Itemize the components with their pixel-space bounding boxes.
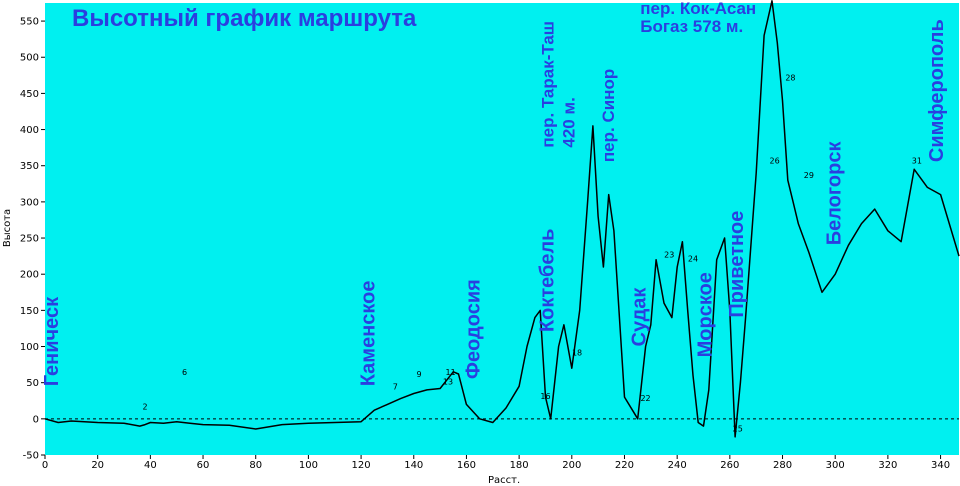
place-label: Белогорск — [824, 141, 846, 246]
place-annotations: Геническ Каменское Феодосия Коктебель пер. Т… — [41, 0, 948, 386]
place-label: пер. Синор — [599, 69, 618, 162]
y-tick-label: 50 — [26, 378, 39, 389]
y-tick-label: 500 — [20, 53, 39, 64]
x-tick-label: 20 — [91, 460, 104, 471]
x-tick-label: 140 — [404, 460, 423, 471]
place-label: Феодосия — [463, 279, 485, 379]
place-label: пер. Кок-Асан — [640, 0, 756, 18]
place-label: Приветное — [726, 211, 748, 318]
waypoint-label: 13 — [443, 377, 453, 386]
waypoint-label: 7 — [393, 382, 398, 391]
waypoint-label: 26 — [770, 157, 780, 166]
waypoint-label: 6 — [182, 368, 187, 377]
y-tick-label: 300 — [20, 197, 39, 208]
place-label: Морское — [694, 272, 716, 357]
waypoint-label: 23 — [664, 251, 674, 260]
x-tick-label: 280 — [773, 460, 792, 471]
x-tick-label: 300 — [826, 460, 845, 471]
y-tick-label: 400 — [20, 125, 39, 136]
x-tick-label: 180 — [510, 460, 529, 471]
y-axis-ticks: -50 0 50 100 150 200 250 300 350 400 450 500 550 — [20, 17, 45, 462]
waypoint-label: 2 — [143, 403, 148, 412]
waypoint-label: 22 — [640, 394, 650, 403]
plot-background — [45, 3, 959, 455]
waypoint-label: 31 — [912, 157, 922, 166]
x-tick-label: 100 — [299, 460, 318, 471]
place-label: Симферополь — [926, 19, 948, 162]
waypoint-label: 16 — [540, 392, 550, 401]
y-tick-label: 150 — [20, 306, 39, 317]
x-tick-label: 120 — [352, 460, 371, 471]
x-tick-label: 320 — [878, 460, 897, 471]
elevation-series-line — [44, 0, 960, 438]
waypoint-label: 28 — [785, 74, 795, 83]
y-tick-label: 0 — [33, 414, 39, 425]
place-label: 420 м. — [559, 97, 578, 147]
x-tick-label: 160 — [457, 460, 476, 471]
place-label: Богаз 578 м. — [640, 17, 743, 36]
y-tick-label: 250 — [20, 234, 39, 245]
x-tick-label: 220 — [615, 460, 634, 471]
place-label: Коктебель — [536, 229, 558, 333]
x-axis-ticks: 0 20 40 60 80 100 120 140 160 180 200 220 240 260 280 3… — [42, 455, 950, 471]
x-tick-label: 40 — [144, 460, 157, 471]
place-label: пер. Тарак-Таш — [538, 21, 557, 148]
place-label: Каменское — [357, 281, 379, 387]
x-axis-title: Расст. — [488, 475, 520, 486]
x-tick-label: 60 — [197, 460, 210, 471]
y-tick-label: 350 — [20, 161, 39, 172]
x-tick-label: 340 — [931, 460, 950, 471]
waypoint-label: 11 — [446, 368, 456, 377]
waypoint-label: 18 — [572, 348, 582, 357]
x-tick-label: 0 — [42, 460, 48, 471]
chart-title: Высотный график маршрута — [72, 5, 417, 32]
y-axis-title: Высота — [2, 209, 13, 247]
y-tick-label: 100 — [20, 342, 39, 353]
x-tick-label: 260 — [720, 460, 739, 471]
y-tick-label: 450 — [20, 89, 39, 100]
waypoint-label: 9 — [416, 370, 421, 379]
x-tick-label: 200 — [562, 460, 581, 471]
waypoint-label: 29 — [804, 171, 814, 180]
y-tick-label: -50 — [23, 451, 39, 462]
place-label: Геническ — [41, 296, 63, 386]
y-tick-label: 550 — [20, 17, 39, 28]
place-label: Судак — [629, 287, 651, 347]
y-tick-label: 200 — [20, 270, 39, 281]
waypoint-label: 25 — [733, 424, 743, 433]
x-tick-label: 240 — [668, 460, 687, 471]
x-tick-label: 80 — [249, 460, 262, 471]
waypoint-label: 24 — [688, 254, 698, 263]
